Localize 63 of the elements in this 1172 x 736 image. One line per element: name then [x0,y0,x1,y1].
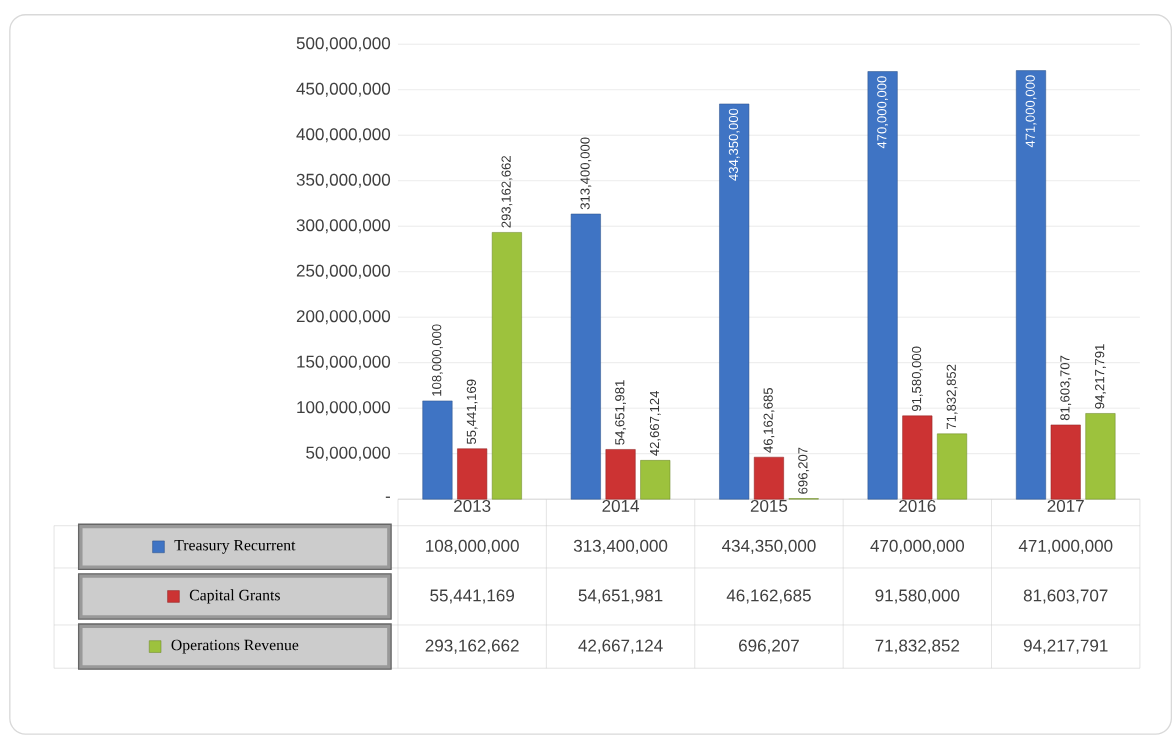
text: 108,000,000 [432,324,443,396]
y-tick-label: 450,000,000 [296,82,391,97]
data-label: 434,350,000 [721,539,816,554]
x-tick-label: 2016 [899,499,936,512]
data-label: 313,400,000 [573,539,668,554]
text: 91,580,000 [911,346,923,412]
y-tick-label: 150,000,000 [297,355,391,370]
text: 696,207 [798,447,810,494]
data-label: 94,217,791 [1023,639,1108,654]
bar [719,103,750,500]
data-label: 696,207 [739,639,799,654]
x-tick-label: 2015 [750,499,788,512]
y-tick-label: 200,000,000 [296,310,391,325]
bar [1015,70,1046,500]
data-label: 471,000,000 [1018,539,1113,554]
data-label: 46,162,685 [726,589,811,604]
bar [422,400,453,500]
text: 54,651,981 [615,380,626,445]
text: 42,667,124 [649,390,661,456]
y-tick-label: 100,000,000 [297,401,391,416]
y-tick-label: 300,000,000 [296,219,391,234]
bar [640,460,671,500]
bar [1050,424,1081,500]
text: 94,217,791 [1095,344,1106,409]
y-tick-label: 400,000,000 [296,128,391,143]
y-tick-label: - [385,496,390,498]
data-label: 81,603,707 [1023,589,1108,604]
legend-label: Capital Grants [189,589,280,604]
y-tick-label: 250,000,000 [296,264,391,279]
text: 470,000,000 [877,76,889,149]
text: 46,162,685 [763,387,775,453]
bar [867,71,898,500]
data-label: 71,832,852 [875,639,960,654]
data-label: 470,000,000 [870,539,965,554]
legend-label: Treasury Recurrent [174,540,296,554]
data-label: 108,000,000 [426,539,519,554]
x-tick-label: 2017 [1047,499,1084,512]
bar [457,448,488,500]
y-tick-label: 350,000,000 [296,173,391,188]
legend-label: Operations Revenue [171,639,299,654]
bar [1085,413,1116,500]
bar [753,456,784,500]
bar [937,433,968,500]
text: 434,350,000 [728,108,740,181]
bar [605,449,636,500]
x-tick-label: 2014 [602,499,640,512]
bar [902,415,933,500]
y-tick-label: 50,000,000 [306,446,391,461]
y-tick-label: 500,000,000 [296,37,391,52]
bar [491,232,522,500]
text: 81,603,707 [1060,355,1072,421]
data-label: 293,162,662 [425,639,519,654]
text: 313,400,000 [580,137,592,210]
bar [570,213,601,500]
text: 471,000,000 [1025,75,1037,148]
text: 293,162,662 [501,156,513,228]
text: 71,832,852 [946,364,958,429]
data-label: 54,651,981 [578,589,663,604]
data-label: 55,441,169 [430,589,514,604]
text: 55,441,169 [466,379,478,445]
x-tick-label: 2013 [454,499,491,512]
data-label: 42,667,124 [578,639,663,654]
data-label: 91,580,000 [875,589,960,604]
